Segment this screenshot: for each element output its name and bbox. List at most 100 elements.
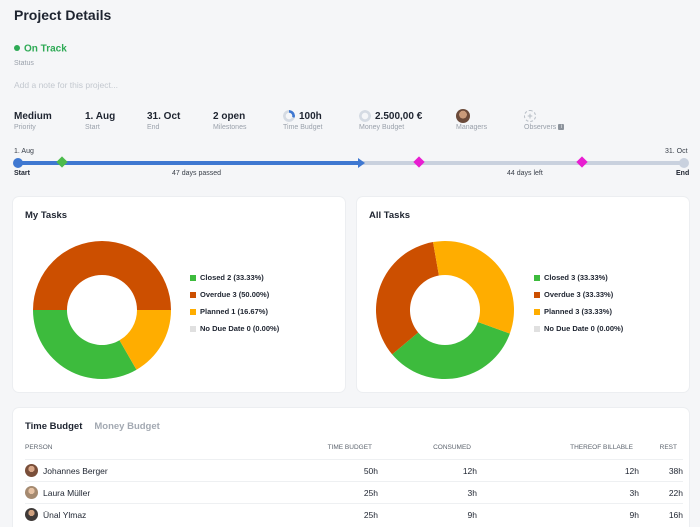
end-date-label: End [147, 124, 160, 131]
rest-cell: 16h [668, 510, 683, 520]
column-header-time-budget[interactable]: Time Budget [327, 444, 372, 451]
observers-field[interactable]: + Observers i [524, 109, 565, 131]
rest-cell: 22h [668, 488, 683, 498]
legend-swatch [534, 291, 540, 298]
legend-item-closed[interactable]: Closed 3 (33.33%) [534, 269, 623, 286]
billable-cell: 3h [629, 488, 639, 498]
money-budget-label: Money Budget [359, 124, 405, 131]
donut-slice-planned[interactable] [433, 241, 514, 334]
legend-item-no-due-date[interactable]: No Due Date 0 (0.00%) [534, 320, 623, 337]
milestone-marker-open[interactable] [413, 156, 425, 168]
start-date-value: 1. Aug [85, 110, 116, 122]
status-dot-icon [14, 44, 20, 51]
milestone-marker-done[interactable] [56, 156, 68, 168]
timeline-days-left: 44 days left [507, 170, 543, 177]
tab-time-budget[interactable]: Time Budget [25, 421, 83, 432]
all-tasks-legend: Closed 3 (33.33%) Overdue 3 (33.33%) Pla… [534, 269, 623, 337]
legend-swatch [534, 308, 540, 315]
column-header-person[interactable]: Person [25, 444, 53, 451]
end-date-value: 31. Oct [147, 110, 181, 122]
legend-item-overdue[interactable]: Overdue 3 (50.00%) [190, 286, 279, 303]
donut-slice-closed[interactable] [33, 310, 137, 379]
my-tasks-title: My Tasks [25, 210, 68, 221]
money-budget-field[interactable]: 2.500,00 € Money Budget [359, 109, 422, 131]
timeline-end-label: End [676, 170, 690, 177]
start-date-field[interactable]: 1. Aug Start [85, 109, 116, 132]
all-tasks-title: All Tasks [369, 210, 411, 221]
project-note-input[interactable]: Add a note for this project... [14, 80, 118, 90]
legend-item-planned[interactable]: Planned 1 (16.67%) [190, 303, 279, 320]
all-tasks-card: All Tasks Closed 3 (33.33%) Overdue 3 (3… [357, 197, 689, 392]
priority-field[interactable]: Medium Priority [14, 109, 52, 132]
legend-item-planned[interactable]: Planned 3 (33.33%) [534, 303, 623, 320]
timeline-start-label: Start [14, 170, 30, 177]
rest-cell: 38h [668, 466, 683, 476]
status-value: On Track [24, 43, 67, 55]
legend-swatch [534, 325, 540, 332]
donut-slice-overdue[interactable] [33, 241, 171, 310]
time-budget-progress-icon [283, 110, 295, 122]
priority-label: Priority [14, 124, 36, 131]
legend-label: Planned 1 (16.67%) [200, 307, 268, 316]
legend-label: Closed 3 (33.33%) [544, 273, 608, 282]
legend-label: Overdue 3 (33.33%) [544, 290, 614, 299]
consumed-cell: 9h [467, 510, 477, 520]
person-name: Laura Müller [43, 488, 91, 498]
column-header-billable[interactable]: Thereof Billable [570, 444, 633, 451]
billable-cell: 12h [624, 466, 639, 476]
add-observer-icon[interactable]: + [524, 110, 536, 122]
legend-swatch [190, 274, 196, 281]
info-icon[interactable]: i [558, 124, 565, 131]
observers-label: Observers [524, 124, 557, 131]
milestones-label: Milestones [213, 124, 247, 131]
legend-swatch [534, 274, 540, 281]
table-row[interactable]: Laura Müller 25h 3h 3h 22h [25, 481, 683, 503]
managers-field[interactable]: Managers [456, 109, 487, 131]
start-date-label: Start [85, 124, 100, 131]
managers-label: Managers [456, 124, 488, 131]
timeline-days-passed: 47 days passed [172, 170, 222, 177]
page-title: Project Details [14, 7, 112, 23]
timeline-start-marker [13, 158, 23, 168]
milestone-marker-open[interactable] [576, 156, 588, 168]
my-tasks-legend: Closed 2 (33.33%) Overdue 3 (50.00%) Pla… [190, 269, 279, 337]
legend-item-overdue[interactable]: Overdue 3 (33.33%) [534, 286, 623, 303]
my-tasks-card: My Tasks Closed 2 (33.33%) Overdue 3 (50… [13, 197, 345, 392]
table-row[interactable]: Johannes Berger 50h 12h 12h 38h [25, 459, 683, 481]
legend-swatch [190, 308, 196, 315]
budget-tabs: Time Budget Money Budget [25, 421, 160, 432]
person-avatar [25, 508, 38, 521]
person-name: Ünal Ylmaz [43, 510, 87, 520]
column-header-rest[interactable]: Rest [659, 444, 677, 451]
manager-avatar[interactable] [456, 109, 470, 123]
timeline-today-arrow-icon [358, 158, 365, 168]
table-row[interactable]: Ünal Ylmaz 25h 9h 9h 16h [25, 503, 683, 525]
time-budget-cell: 50h [363, 466, 378, 476]
my-tasks-donut-chart [33, 241, 171, 379]
timeline-start-date: 1. Aug [14, 148, 34, 155]
legend-swatch [190, 291, 196, 298]
legend-item-no-due-date[interactable]: No Due Date 0 (0.00%) [190, 320, 279, 337]
time-budget-cell: 25h [363, 488, 378, 498]
person-avatar [25, 464, 38, 477]
legend-label: Closed 2 (33.33%) [200, 273, 264, 282]
status-block[interactable]: On Track Status [14, 40, 67, 67]
tab-money-budget[interactable]: Money Budget [94, 421, 160, 432]
donut-slice-planned[interactable] [119, 310, 172, 370]
end-date-field[interactable]: 31. Oct End [147, 109, 181, 132]
legend-item-closed[interactable]: Closed 2 (33.33%) [190, 269, 279, 286]
donut-slice-closed[interactable] [392, 321, 510, 379]
status-label: Status [14, 60, 34, 67]
column-header-consumed[interactable]: Consumed [433, 444, 471, 451]
money-budget-value: 2.500,00 € [375, 110, 423, 122]
milestones-field[interactable]: 2 open Milestones [213, 109, 247, 132]
time-budget-cell: 25h [363, 510, 378, 520]
time-budget-field[interactable]: 100h Time Budget [283, 109, 322, 131]
legend-label: Planned 3 (33.33%) [544, 307, 612, 316]
legend-label: No Due Date 0 (0.00%) [200, 324, 280, 333]
budget-card: Time Budget Money Budget Person Time Bud… [13, 408, 689, 527]
legend-label: No Due Date 0 (0.00%) [544, 324, 624, 333]
donut-slice-overdue[interactable] [376, 242, 439, 355]
milestones-value: 2 open [213, 110, 246, 122]
legend-label: Overdue 3 (50.00%) [200, 290, 270, 299]
